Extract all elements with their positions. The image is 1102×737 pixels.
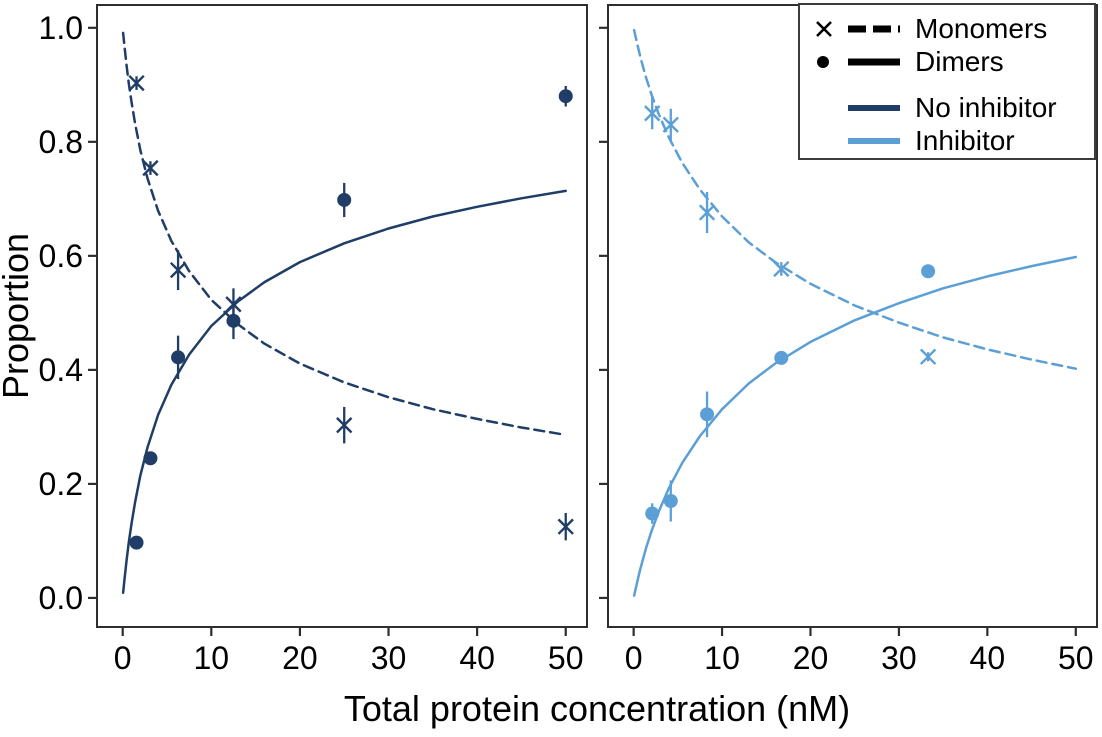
dot-data-marker [774, 350, 789, 365]
y-tick-label: 0.8 [39, 124, 83, 160]
dot-data-marker [663, 494, 678, 509]
y-tick-label: 0.0 [39, 580, 83, 616]
inhibitor-monomers-points [644, 97, 937, 365]
legend-label-monomers: Monomers [915, 13, 1048, 44]
no-inhibitor-dimers-fit-line [121, 189, 567, 595]
inhibitor-color-swatch [848, 137, 900, 144]
dot-marker-icon [813, 51, 846, 73]
legend-item-monomers: Monomers [813, 12, 1094, 45]
x-data-marker [698, 204, 716, 221]
dot-data-marker [921, 264, 936, 279]
x-tick-label: 50 [1058, 640, 1094, 676]
no-inhibitor-monomers-points [128, 74, 574, 541]
y-tick-label: 0.2 [39, 466, 83, 502]
x-data-marker [336, 417, 353, 434]
x-axis-label: Total protein concentration (nM) [344, 688, 850, 729]
x-tick-label: 40 [459, 640, 495, 676]
inhibitor-dimers-fit-line [632, 255, 1078, 597]
legend-label-no-inhibitor: No inhibitor [915, 92, 1057, 123]
x-data-marker [557, 518, 574, 535]
inhibitor-monomers-fit-line [632, 28, 1078, 370]
x-tick-label: 20 [282, 640, 318, 676]
x-tick-label: 30 [371, 640, 407, 676]
x-data-marker [773, 260, 790, 278]
legend-label-inhibitor: Inhibitor [915, 125, 1015, 156]
dashed-line-swatch [848, 25, 900, 32]
dot-data-marker [226, 313, 241, 328]
x-tick-label: 0 [114, 640, 132, 676]
legend-item-inhibitor: Inhibitor [813, 124, 1094, 157]
no-inhibitor-color-swatch [848, 104, 900, 111]
panel-inhibitor: 0 10 20 30 40 50 [599, 4, 1098, 676]
dot-data-marker [337, 192, 352, 207]
panel-border [96, 4, 588, 628]
y-axis-label: Proportion [0, 233, 36, 399]
inhibitor-dimers-points [645, 264, 936, 524]
x-tick-label: 10 [194, 640, 230, 676]
dot-data-marker [645, 506, 660, 521]
x-data-marker [169, 261, 187, 279]
x-tick-label: 40 [970, 640, 1006, 676]
y-tick-label: 0.6 [39, 238, 83, 274]
y-tick-label: 1.0 [39, 10, 83, 46]
dot-data-marker [171, 350, 186, 365]
x-data-marker [128, 74, 145, 92]
x-data-marker [142, 159, 159, 177]
legend: Monomers Dimers No inhibitor [798, 3, 1096, 160]
dot-data-marker [700, 407, 715, 422]
x-data-marker [662, 116, 679, 133]
x-data-marker [919, 348, 937, 365]
x-tick-label: 20 [793, 640, 829, 676]
plot-panels: 0 10 20 30 40 50 0.0 0.2 0.4 0.6 0.8 1.0 0 10 20 30 40 50 [39, 4, 1098, 676]
legend-label-dimers: Dimers [915, 46, 1004, 77]
x-tick-label: 30 [881, 640, 917, 676]
y-tick-label: 0.4 [39, 352, 83, 388]
legend-item-no-inhibitor: No inhibitor [813, 91, 1094, 124]
no-inhibitor-dimers-points [129, 85, 573, 550]
dot-data-marker [129, 535, 144, 550]
x-tick-label: 50 [548, 640, 584, 676]
panel-no-inhibitor: 0 10 20 30 40 50 0.0 0.2 0.4 0.6 0.8 1.0 [39, 4, 588, 676]
x-data-marker [644, 105, 661, 122]
solid-line-swatch [848, 58, 900, 65]
legend-group-gap [813, 78, 1094, 91]
x-tick-label: 0 [625, 640, 643, 676]
dot-data-marker [143, 451, 158, 466]
dot-data-marker [558, 89, 573, 104]
x-tick-label: 10 [704, 640, 740, 676]
x-marker-icon [813, 18, 846, 40]
legend-item-dimers: Dimers [813, 45, 1094, 78]
no-inhibitor-monomers-fit-line [121, 31, 567, 437]
